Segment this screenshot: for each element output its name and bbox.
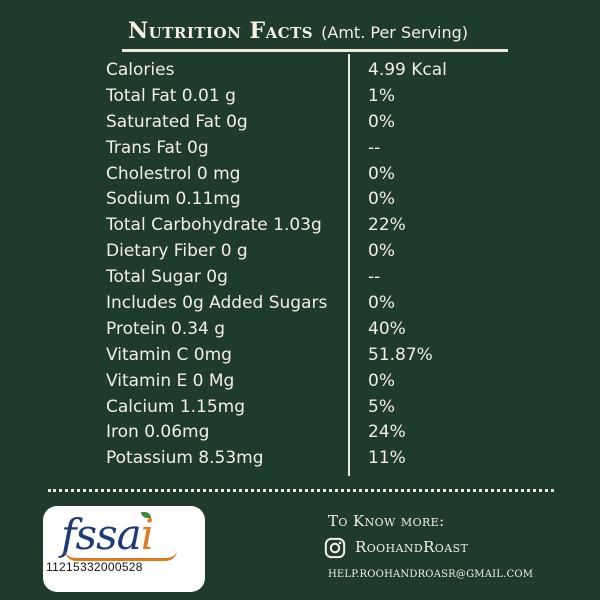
- nutrient-label: Dietary Fiber 0 g: [106, 241, 248, 262]
- nutrient-value: 51.87%: [368, 344, 433, 365]
- nutrition-row: Iron 0.06mg 24%: [106, 420, 506, 446]
- nutrient-value: 5%: [368, 396, 395, 417]
- nutrition-title: Nutrition Facts (Amt. Per Serving): [128, 18, 468, 44]
- nutrition-row: Saturated Fat 0g 0%: [106, 110, 506, 136]
- nutrition-row: Cholestrol 0 mg 0%: [106, 162, 506, 188]
- title-main: Nutrition Facts: [128, 18, 314, 44]
- dotted-separator: [48, 489, 554, 492]
- nutrition-row: Calories 4.99 Kcal: [106, 58, 506, 84]
- know-more-label: To Know more:: [328, 512, 445, 530]
- support-email[interactable]: HELP.ROOHANDROASR@GMAIL.COM: [328, 569, 534, 580]
- nutrition-row: Vitamin E 0 Mg 0%: [106, 369, 506, 395]
- nutrient-value: 40%: [368, 318, 406, 339]
- nutrient-label: Sodium 0.11mg: [106, 189, 241, 210]
- nutrition-row: Vitamin C 0mg 51.87%: [106, 343, 506, 369]
- nutrient-label: Includes 0g Added Sugars: [106, 293, 328, 314]
- nutrient-value: 0%: [368, 189, 395, 210]
- nutrition-row: Total Carbohydrate 1.03g 22%: [106, 213, 506, 239]
- nutrient-label: Total Sugar 0g: [106, 267, 228, 288]
- nutrient-value: --: [368, 267, 381, 288]
- nutrition-table: Calories 4.99 Kcal Total Fat 0.01 g 1% Sat…: [106, 58, 506, 472]
- nutrition-row: Sodium 0.11mg 0%: [106, 187, 506, 213]
- nutrient-value: 4.99 Kcal: [368, 60, 447, 80]
- nutrition-row: Potassium 8.53mg 11%: [106, 446, 506, 472]
- nutrient-label: Calcium 1.15mg: [106, 396, 246, 417]
- nutrition-row: Total Sugar 0g --: [106, 265, 506, 291]
- license-number: 11215332000528: [46, 560, 143, 574]
- nutrient-value: 1%: [368, 85, 395, 106]
- column-divider: [348, 54, 350, 476]
- title-underline: [122, 49, 508, 52]
- fssai-logo: fssai 11215332000528: [43, 506, 205, 592]
- nutrient-label: Saturated Fat 0g: [106, 111, 248, 132]
- instagram-handle[interactable]: RoohandRoast: [355, 538, 469, 556]
- nutrition-row: Dietary Fiber 0 g 0%: [106, 239, 506, 265]
- nutrition-row: Includes 0g Added Sugars 0%: [106, 291, 506, 317]
- fssai-accent-letter: i: [140, 510, 154, 559]
- nutrient-value: 22%: [368, 215, 406, 236]
- nutrient-value: --: [368, 137, 381, 158]
- nutrient-label: Total Carbohydrate 1.03g: [106, 215, 322, 236]
- nutrient-label: Vitamin C 0mg: [106, 344, 232, 365]
- nutrient-label: Protein 0.34 g: [106, 318, 226, 339]
- nutrient-label: Trans Fat 0g: [106, 137, 209, 158]
- nutrition-row: Trans Fat 0g --: [106, 136, 506, 162]
- instagram-icon[interactable]: [324, 537, 346, 559]
- nutrient-value: 24%: [368, 422, 406, 443]
- nutrient-value: 0%: [368, 370, 395, 391]
- swoosh-icon: [65, 550, 177, 561]
- nutrient-label: Cholestrol 0 mg: [106, 163, 241, 184]
- nutrient-value: 0%: [368, 293, 395, 314]
- title-subtitle: (Amt. Per Serving): [321, 23, 468, 42]
- nutrient-label: Potassium 8.53mg: [106, 448, 264, 469]
- nutrient-label: Calories: [106, 60, 175, 80]
- nutrient-label: Iron 0.06mg: [106, 422, 210, 443]
- nutrient-value: 11%: [368, 448, 406, 469]
- nutrient-label: Vitamin E 0 Mg: [106, 370, 235, 391]
- nutrient-value: 0%: [368, 163, 395, 184]
- nutrient-value: 0%: [368, 111, 395, 132]
- nutrient-label: Total Fat 0.01 g: [106, 85, 236, 106]
- leaf-icon: [141, 512, 151, 518]
- nutrition-row: Calcium 1.15mg 5%: [106, 395, 506, 421]
- nutrition-row: Protein 0.34 g 40%: [106, 317, 506, 343]
- nutrient-value: 0%: [368, 241, 395, 262]
- nutrition-row: Total Fat 0.01 g 1%: [106, 84, 506, 110]
